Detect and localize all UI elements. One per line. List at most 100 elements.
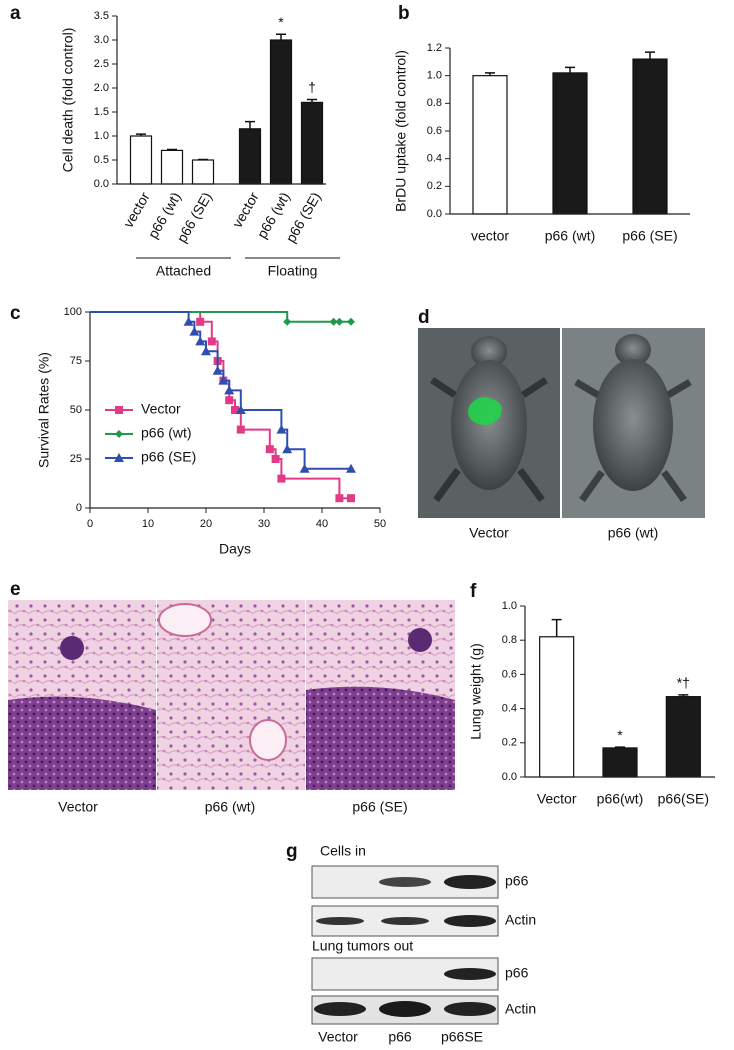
y-tick-label: 1.0	[502, 600, 517, 612]
marker	[196, 317, 205, 326]
y-tick-label: 1.0	[427, 70, 442, 82]
panel-letter: a	[10, 3, 21, 24]
nodule	[60, 636, 84, 660]
bar	[632, 58, 668, 215]
y-axis-label: Lung weight (g)	[468, 643, 484, 740]
x-tick-label: vector	[471, 228, 509, 244]
marker	[218, 375, 229, 385]
error-bar	[565, 66, 575, 73]
panel-d: d Vector p66 (wt)	[418, 307, 705, 541]
lane-label: Vector	[318, 1029, 358, 1045]
group-label: Attached	[156, 263, 211, 279]
y-tick-label: 0.8	[427, 97, 442, 109]
legend-label: Vector	[141, 401, 181, 417]
marker	[283, 317, 292, 326]
x-tick-label: vector	[229, 189, 262, 230]
annotation: †	[308, 79, 316, 95]
error-bar	[678, 694, 689, 697]
band	[444, 1002, 496, 1016]
panel-b: b 0.0 0.2 0.4 0.6 0.8 1.0 1.2 BrDU uptake (fold …	[393, 3, 690, 244]
panel-a: a 0.0 0.5 1.0 1.5 2.0 2.5 3.0 3.5 Cell death (fol…	[10, 3, 340, 279]
survival-line	[90, 311, 351, 323]
marker	[195, 336, 206, 346]
band	[314, 1002, 366, 1016]
lane-label: p66SE	[441, 1029, 483, 1045]
y-tick-label: 3.5	[94, 10, 109, 22]
error-bar	[136, 133, 146, 136]
band	[381, 917, 429, 925]
survival-line	[90, 311, 351, 500]
error-bar	[485, 72, 495, 76]
y-tick-label: 1.2	[427, 42, 442, 54]
y-tick-label: 50	[70, 404, 82, 416]
marker	[299, 463, 310, 473]
band	[379, 1001, 431, 1017]
panel-f: f 0.0 0.2 0.4 0.6 0.8 1.0 Lung weight (g) Vector…	[468, 581, 715, 807]
y-tick-label: 2.5	[94, 58, 109, 70]
marker	[189, 326, 200, 336]
x-tick-label: p66 (SE)	[622, 228, 677, 244]
band	[444, 968, 496, 980]
x-tick-label: p66 (wt)	[545, 228, 596, 244]
error-bar	[551, 618, 562, 637]
y-tick-label: 0.8	[502, 634, 517, 646]
panel-letter: c	[10, 303, 21, 324]
annotation: *	[278, 14, 284, 30]
marker	[329, 317, 338, 326]
x-tick-label: 30	[258, 518, 270, 530]
bar	[191, 159, 215, 185]
row-label: Actin	[505, 1001, 536, 1017]
error-bar	[167, 148, 177, 151]
bar	[300, 101, 324, 185]
bar	[472, 75, 508, 215]
band	[316, 917, 364, 925]
panel-g: g Cells in Lung tumors out p66 Actin p66…	[286, 841, 536, 1045]
x-tick-label: 0	[87, 518, 93, 530]
airway	[249, 719, 287, 761]
row-label: p66	[505, 965, 529, 981]
y-tick-label: 3.0	[94, 34, 109, 46]
marker	[224, 385, 235, 395]
band	[444, 875, 496, 889]
y-axis-label: Cell death (fold control)	[60, 28, 76, 173]
y-tick-label: 1.5	[94, 106, 109, 118]
y-tick-label: 0.0	[427, 208, 442, 220]
marker	[346, 463, 356, 473]
bar	[269, 39, 293, 185]
marker	[225, 396, 234, 405]
panel-letter: d	[418, 307, 430, 328]
panel-letter: e	[10, 579, 21, 600]
error-bar	[615, 746, 625, 748]
lane-label: p66	[388, 1029, 412, 1045]
x-tick-label: Vector	[537, 791, 577, 807]
marker	[114, 453, 124, 462]
tumor-region	[306, 686, 455, 790]
caption: Vector	[469, 525, 509, 541]
marker	[282, 444, 293, 454]
y-tick-label: 0.2	[427, 180, 442, 192]
x-tick-label: 10	[142, 518, 154, 530]
row-label: Actin	[505, 912, 536, 928]
panel-letter: g	[286, 841, 298, 862]
marker	[276, 424, 287, 434]
marker	[212, 365, 223, 375]
row-label: p66	[505, 873, 529, 889]
marker	[347, 494, 355, 503]
marker	[236, 425, 245, 434]
band	[379, 877, 431, 887]
error-bar	[276, 33, 286, 40]
marker	[271, 455, 280, 463]
bar	[539, 636, 575, 778]
blot-title: Lung tumors out	[312, 938, 413, 954]
marker	[335, 494, 344, 503]
blot-title: Cells in	[320, 843, 366, 859]
marker	[335, 317, 344, 326]
caption: p66 (wt)	[608, 525, 659, 541]
y-tick-label: 0.4	[427, 153, 442, 165]
y-tick-label: 0.0	[502, 771, 517, 783]
y-tick-label: 0.5	[94, 154, 109, 166]
x-axis-label: Days	[219, 541, 251, 557]
caption: p66 (wt)	[205, 799, 256, 815]
marker	[277, 474, 286, 483]
